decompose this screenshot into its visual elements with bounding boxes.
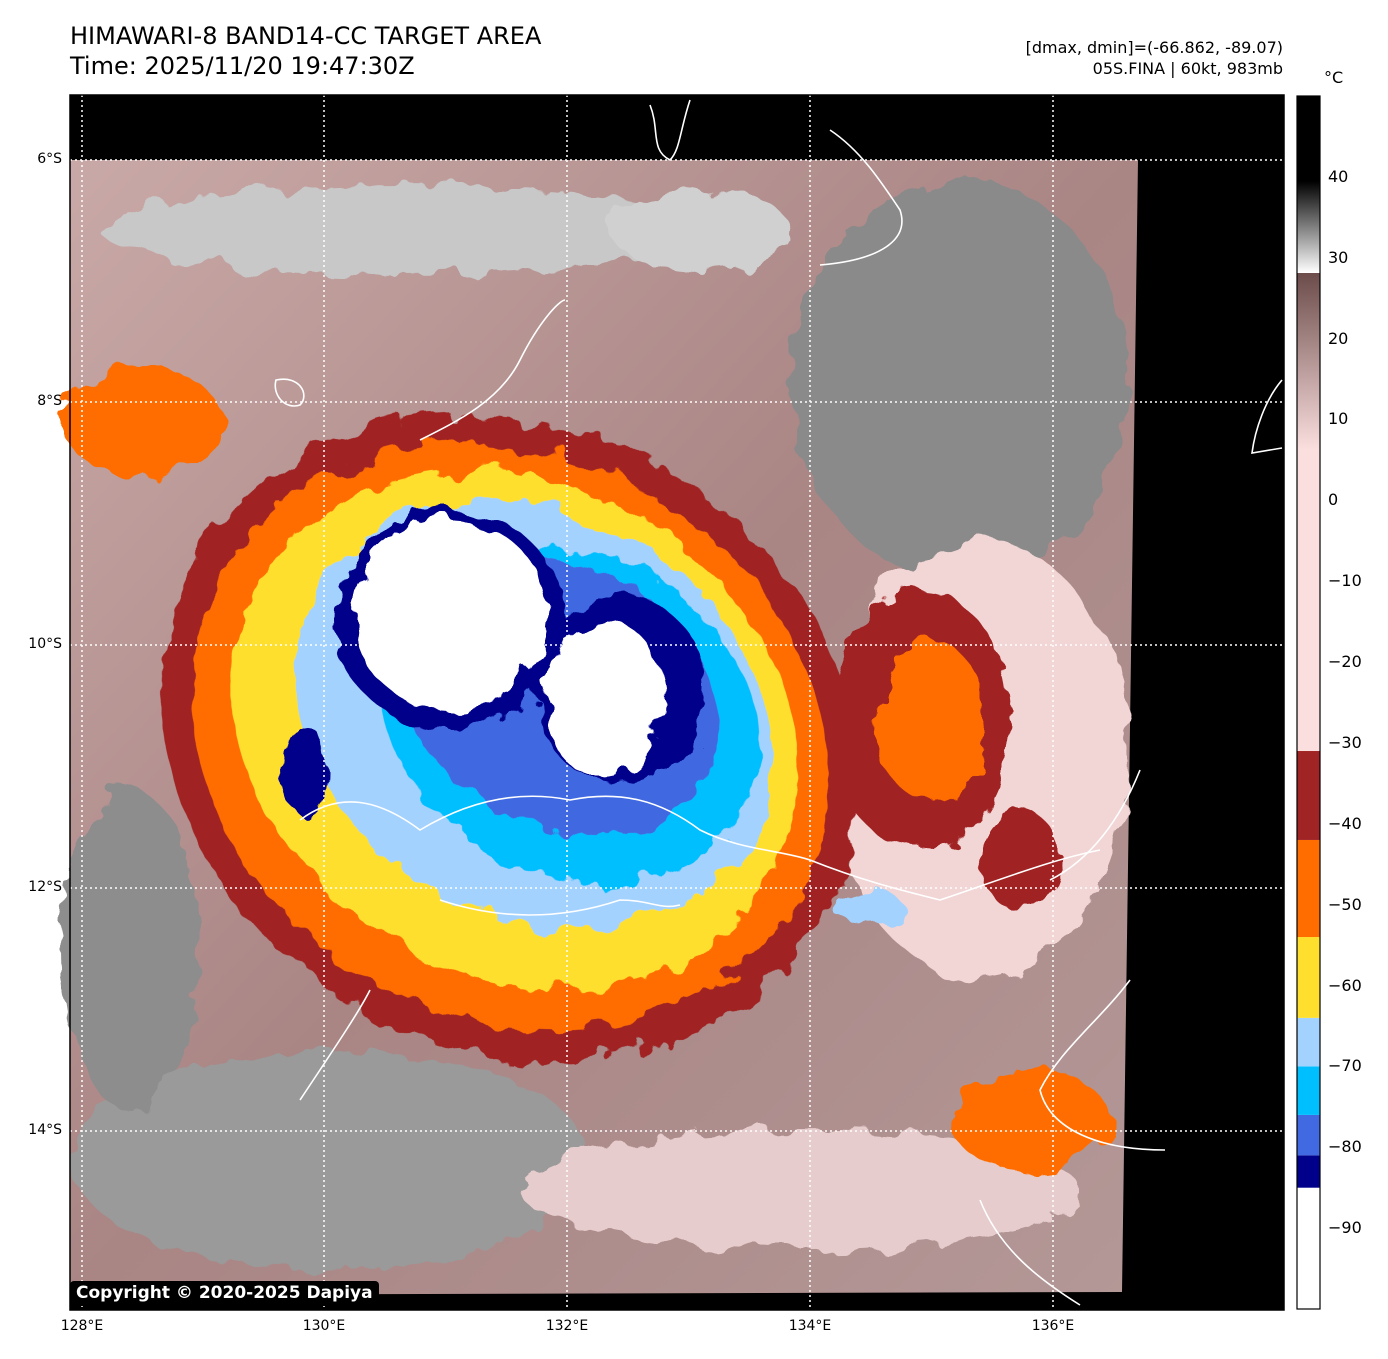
- time-label: Time: 2025/11/20 19:47:30Z: [70, 52, 415, 80]
- imagery: [60, 160, 1138, 1295]
- colorbar-segment: [1297, 937, 1320, 1018]
- lat-label: 6°S: [37, 151, 62, 167]
- range-info: [dmax, dmin]=(-66.862, -89.07): [1025, 38, 1283, 57]
- lon-label: 128°E: [60, 1318, 104, 1334]
- lon-label: 130°E: [302, 1318, 346, 1334]
- colorbar-segment: [1297, 1114, 1320, 1156]
- colorbar-frame: [1296, 95, 1321, 1310]
- storm-info: 05S.FINA | 60kt, 983mb: [1092, 59, 1283, 78]
- colorbar-tick-label: −30: [1328, 732, 1362, 752]
- copyright-label: Copyright © 2020-2025 Dapiya: [70, 1281, 379, 1306]
- colorbar-tick-label: 20: [1328, 328, 1349, 348]
- coastlines: [274, 99, 1283, 1306]
- lon-label: 136°E: [1031, 1318, 1075, 1334]
- lat-label: 8°S: [37, 393, 62, 409]
- colorbar-tick-label: 40: [1328, 166, 1349, 186]
- colorbar: [1297, 96, 1320, 1309]
- colorbar-tick-label: 30: [1328, 247, 1349, 267]
- colorbar-unit: °C: [1324, 68, 1344, 87]
- colorbar-tick-label: −20: [1328, 652, 1362, 672]
- colorbar-segment: [1297, 839, 1320, 938]
- colorbar-tick-label: −40: [1328, 813, 1362, 833]
- colorbar-tick-label: −60: [1328, 975, 1362, 995]
- colorbar-segment: [1297, 1017, 1320, 1067]
- colorbar-tick-label: 10: [1328, 409, 1349, 429]
- lat-label: 10°S: [28, 636, 62, 652]
- lat-label: 12°S: [28, 879, 62, 895]
- colorbar-tick-label: −70: [1328, 1056, 1362, 1076]
- colorbar-tick-label: −80: [1328, 1137, 1362, 1157]
- colorbar-segment: [1297, 1066, 1320, 1115]
- colorbar-segment: [1297, 1187, 1320, 1309]
- colorbar-segment: [1297, 751, 1320, 840]
- colorbar-tick-label: −50: [1328, 894, 1362, 914]
- colorbar-tick-label: 0: [1328, 490, 1339, 510]
- lat-label: 14°S: [28, 1122, 62, 1138]
- colorbar-gradient: [1297, 96, 1320, 752]
- lon-label: 132°E: [545, 1318, 589, 1334]
- colorbar-tick-label: −90: [1328, 1218, 1362, 1238]
- chart-title: HIMAWARI-8 BAND14-CC TARGET AREA: [70, 22, 542, 50]
- colorbar-segment: [1297, 1155, 1320, 1188]
- graticule: [70, 95, 1284, 1310]
- colorbar-tick-label: −10: [1328, 571, 1362, 591]
- lon-label: 134°E: [788, 1318, 832, 1334]
